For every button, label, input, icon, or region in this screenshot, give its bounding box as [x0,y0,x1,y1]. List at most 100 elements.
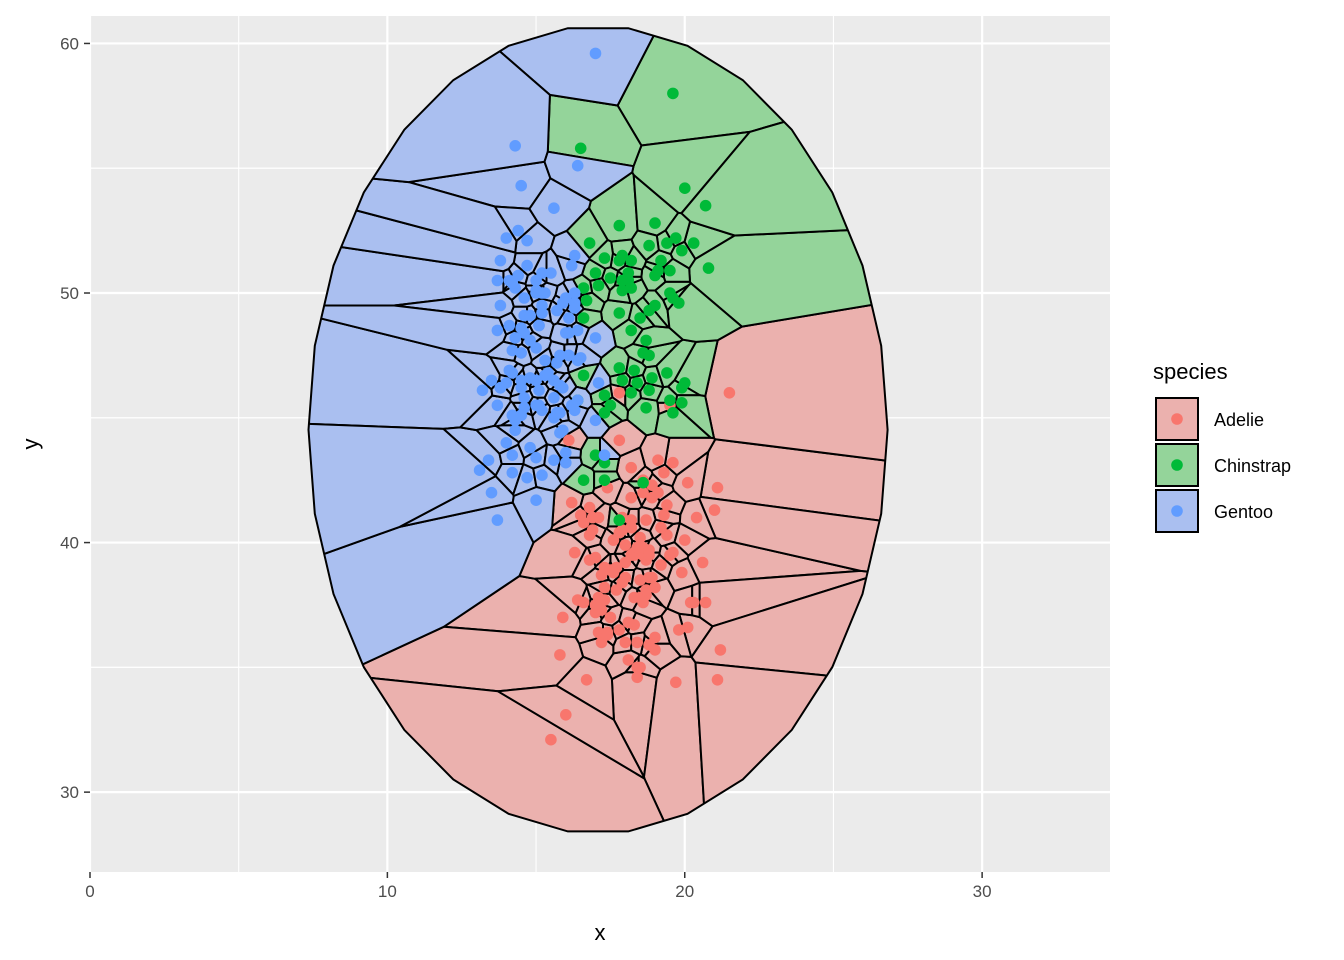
point-chinstrap [616,284,629,297]
point-adelie [598,561,611,574]
point-gentoo [485,374,498,387]
point-gentoo [506,367,519,379]
point-chinstrap [622,267,635,279]
point-gentoo [571,354,584,367]
point-chinstrap [643,304,655,317]
point-gentoo [560,456,572,469]
point-gentoo [560,292,572,304]
legend-key-point [1171,505,1183,517]
point-adelie [592,626,605,639]
point-gentoo [482,454,495,467]
point-gentoo [560,446,572,459]
point-chinstrap [661,237,673,249]
legend-item-chinstrap: Chinstrap [1155,443,1291,487]
point-gentoo [589,332,602,344]
point-adelie [652,454,664,467]
point-gentoo [563,349,575,362]
point-adelie [679,534,691,546]
point-gentoo [539,354,551,367]
voronoi-cell-gentoo [489,356,519,378]
point-adelie [583,501,596,514]
point-adelie [625,461,637,474]
point-adelie [622,616,635,629]
point-chinstrap [577,474,590,487]
point-adelie [687,596,700,609]
point-adelie [619,539,632,551]
y-axis-title: y [18,439,43,450]
point-gentoo [518,292,530,304]
point-chinstrap [643,384,655,397]
point-adelie [604,611,617,624]
legend: species Adelie Chinstrap Gentoo [1153,359,1291,533]
x-tick-label: 0 [85,882,94,901]
point-chinstrap [676,244,688,257]
point-adelie [631,541,643,554]
point-gentoo [563,312,575,324]
point-adelie [658,466,670,479]
point-gentoo [509,424,521,437]
point-gentoo [530,287,542,299]
point-chinstrap [598,474,611,487]
point-gentoo [557,382,569,394]
point-gentoo [548,202,560,214]
point-gentoo [554,407,566,419]
point-gentoo [568,404,581,417]
point-chinstrap [616,249,629,262]
point-gentoo [598,449,611,462]
point-adelie [613,624,626,636]
point-adelie [711,674,724,686]
point-adelie [673,624,685,636]
point-gentoo [485,486,498,499]
point-adelie [563,434,575,447]
point-gentoo [545,267,557,279]
point-adelie [613,434,626,447]
point-adelie [560,709,572,721]
point-gentoo [557,424,569,437]
legend-item-adelie: Adelie [1155,397,1264,441]
voronoi-cell-gentoo [308,304,508,356]
point-gentoo [512,269,524,282]
point-adelie [625,521,637,534]
point-gentoo [568,287,581,299]
point-adelie [631,636,643,649]
point-adelie [690,511,703,524]
point-gentoo [560,327,572,339]
point-chinstrap [598,407,611,419]
point-gentoo [571,324,584,337]
point-adelie [661,499,673,511]
x-tick-label: 20 [675,882,694,901]
point-adelie [565,496,578,509]
point-gentoo [521,471,533,484]
point-adelie [640,584,652,596]
point-gentoo [491,399,504,412]
point-adelie [649,644,661,656]
point-gentoo [515,374,527,387]
point-chinstrap [613,219,626,232]
point-gentoo [491,274,504,287]
point-gentoo [509,140,521,152]
point-gentoo [539,287,551,299]
point-adelie [667,456,679,469]
point-gentoo [571,394,584,407]
point-gentoo [551,357,563,369]
legend-label: Adelie [1214,410,1264,430]
point-chinstrap [640,334,652,347]
legend-key-point [1171,413,1183,425]
voronoi-cell-chinstrap [666,282,743,343]
point-gentoo [509,332,521,344]
point-adelie [619,556,632,569]
point-chinstrap [625,254,637,267]
point-chinstrap [604,272,617,284]
point-adelie [545,733,557,746]
point-adelie [634,531,646,544]
point-gentoo [500,232,513,244]
point-gentoo [518,392,530,404]
point-adelie [714,644,727,656]
point-gentoo [506,449,519,462]
point-adelie [574,509,587,521]
point-chinstrap [634,312,646,324]
point-adelie [667,546,679,559]
point-gentoo [592,377,605,389]
point-gentoo [491,324,504,337]
point-gentoo [524,334,536,347]
